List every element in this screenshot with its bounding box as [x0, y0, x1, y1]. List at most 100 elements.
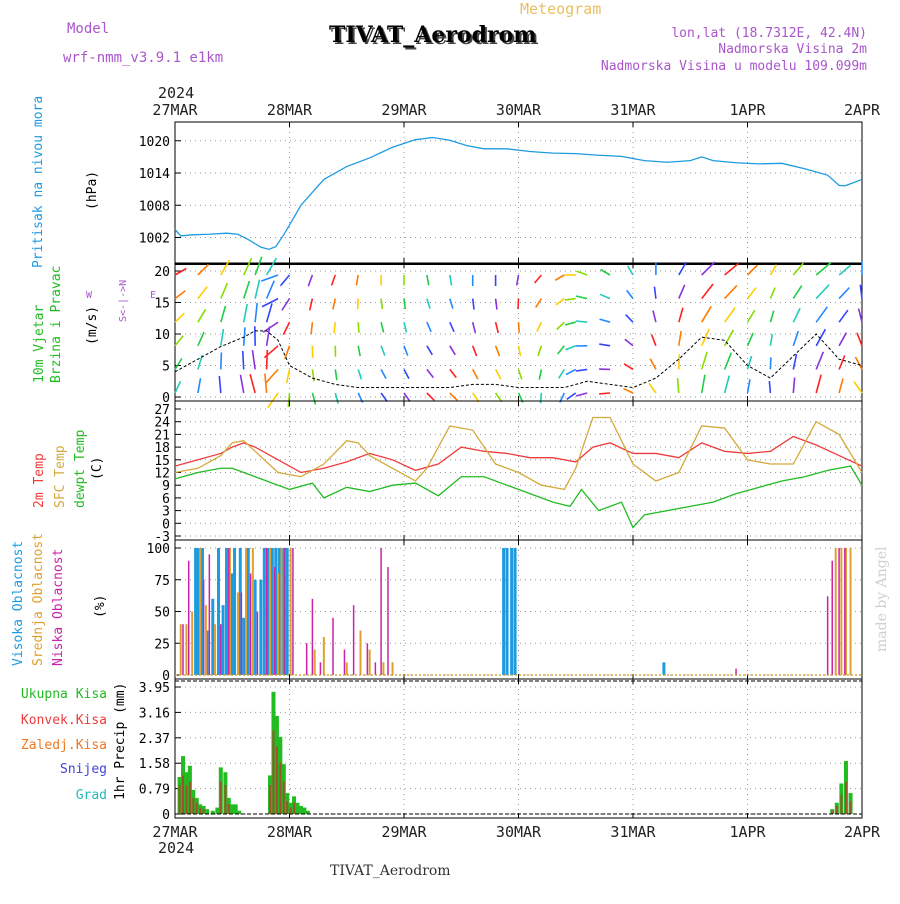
bar-konvek-kisa	[269, 785, 271, 814]
wind-arrow	[221, 329, 224, 346]
wind-arrow	[536, 299, 542, 308]
bar-niska-oblacnost	[292, 548, 294, 675]
x-tick-label-bottom: 2APR	[844, 823, 881, 841]
bar-srednja-oblacnost	[835, 548, 837, 675]
bar-niska-oblacnost	[367, 643, 369, 675]
x-tick-label-top: 1APR	[729, 101, 766, 119]
wind-arrow	[625, 339, 633, 346]
wind-arrow	[725, 330, 734, 346]
wind-arrow	[283, 322, 289, 335]
bar-srednja-oblacnost	[277, 573, 279, 675]
bar-srednja-oblacnost	[180, 624, 182, 675]
bar-konvek-kisa	[276, 746, 278, 814]
wind-arrow	[626, 315, 633, 323]
wind-arrow	[538, 346, 541, 356]
wind-arrow	[770, 334, 772, 346]
wind-arrow	[725, 308, 736, 323]
wind-arrow	[702, 352, 707, 370]
bar-srednja-oblacnost	[290, 548, 292, 675]
wind-arrow	[649, 383, 656, 393]
bar-srednja-oblacnost	[199, 548, 201, 675]
wind-arrow	[266, 369, 278, 382]
legend-total-rain: Ukupna Kisa	[21, 687, 107, 702]
bar-visoka-oblacnost	[510, 548, 513, 675]
bar-konvek-kisa	[293, 803, 295, 814]
wind-arrow	[427, 322, 431, 332]
wind-arrow	[381, 322, 384, 332]
bar-konvek-kisa	[203, 809, 205, 814]
wind-arrow	[855, 357, 862, 369]
wind-arrow	[404, 322, 407, 332]
bar-srednja-oblacnost	[237, 592, 239, 675]
wind-arrow	[358, 322, 359, 332]
lonlat-label: lon,lat (18.7312E, 42.4N)	[671, 26, 867, 41]
wind-arrow	[559, 369, 565, 378]
wind-arrow	[628, 266, 633, 275]
wind-arrow	[859, 309, 862, 323]
sfc-ylabel: SFC Temp	[53, 445, 68, 508]
wind-arrow	[816, 307, 827, 322]
x-tick-label-bottom: 29MAR	[381, 823, 427, 841]
wind-arrow	[404, 346, 408, 356]
wind-unit: (m/s)	[85, 306, 100, 345]
wind-arrow	[335, 369, 337, 380]
legend-conv-rain: Konvek.Kisa	[21, 713, 107, 728]
wind-arrow	[623, 389, 633, 393]
bar-niska-oblacnost	[266, 548, 268, 675]
wind-arrow	[255, 257, 262, 275]
y-tick-label: 25	[154, 637, 170, 652]
wind-arrow	[281, 275, 290, 286]
y-tick-label: 1020	[139, 135, 170, 150]
wind-arrow	[702, 284, 713, 299]
wind-arrow	[518, 299, 519, 309]
wind-arrow	[268, 393, 278, 408]
bar-srednja-oblacnost	[280, 548, 282, 675]
wind-arrow	[473, 369, 478, 379]
wind-arrow	[240, 375, 243, 393]
bar-konvek-kisa	[199, 808, 201, 814]
wind-arrow	[312, 393, 315, 405]
wind-arrow	[358, 369, 361, 379]
y-tick-label: 0.79	[139, 783, 170, 798]
wind-arrow	[576, 296, 587, 299]
wind-arrow	[308, 275, 312, 286]
y-tick-label: 1.58	[139, 757, 170, 772]
bar-niska-oblacnost	[375, 662, 377, 675]
bar-niska-oblacnost	[320, 662, 322, 675]
wind-arrow	[679, 285, 685, 299]
bar-srednja-oblacnost	[369, 650, 371, 675]
wind-arrow	[285, 346, 290, 359]
wind-arrow	[198, 309, 206, 322]
bar-srednja-oblacnost	[840, 548, 842, 675]
wind-arrow	[748, 379, 750, 393]
wind-arrow	[252, 350, 255, 369]
wind-arrow	[839, 379, 843, 393]
wind-arrow	[219, 376, 220, 393]
bar-konvek-kisa	[272, 730, 274, 814]
wind-arrow	[725, 353, 732, 370]
wind-arrow	[839, 333, 846, 346]
credit-label: made by Angel	[874, 546, 890, 652]
wind-arrow	[793, 354, 796, 369]
bar-konvek-kisa	[845, 782, 847, 814]
wind-arrow	[654, 287, 655, 299]
y-tick-label: 75	[154, 574, 170, 589]
y-tick-label: 1014	[139, 167, 170, 182]
bar-konvek-kisa	[189, 782, 191, 814]
wind-arrow	[816, 285, 829, 299]
mid-cloud-ylabel: Srednja Oblacnost	[31, 533, 46, 666]
bar-niska-oblacnost	[209, 554, 211, 675]
x-tick-label-top: 29MAR	[381, 101, 427, 119]
precip-unit: 1hr Precip (mm)	[113, 683, 128, 800]
wind-arrow	[175, 358, 182, 369]
wind-arrow	[381, 369, 386, 378]
wind-arrow	[473, 299, 474, 310]
wind-arrow	[450, 346, 455, 355]
wind-compass-east: E	[150, 290, 156, 301]
bar-niska-oblacnost	[332, 618, 334, 675]
bar-konvek-kisa	[228, 804, 230, 814]
wind-arrow	[427, 346, 432, 355]
bar-konvek-kisa	[220, 782, 222, 814]
wind-arrow	[267, 258, 277, 275]
